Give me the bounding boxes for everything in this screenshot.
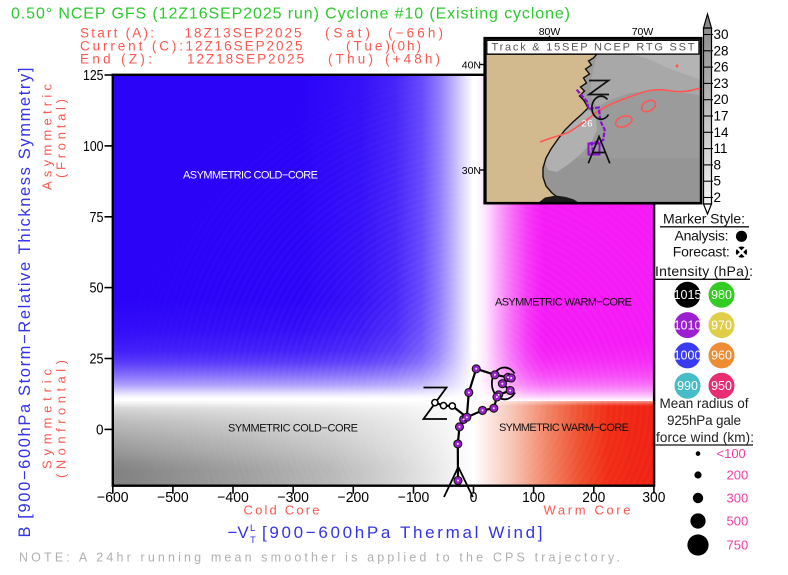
svg-text:Intensity (hPa):: Intensity (hPa):: [655, 263, 753, 279]
svg-text:200: 200: [582, 490, 605, 506]
svg-text:990: 990: [677, 379, 698, 393]
svg-text:12Z18SEP2025: 12Z18SEP2025: [187, 52, 304, 67]
svg-text:NOTE: A 24hr running mean smo: NOTE: A 24hr running mean smoother is ap…: [19, 551, 620, 565]
svg-text:Cold Core: Cold Core: [244, 503, 320, 518]
svg-text:T: T: [250, 535, 256, 546]
svg-text:−600: −600: [97, 490, 129, 506]
svg-text:30: 30: [714, 27, 729, 42]
svg-text:950: 950: [711, 379, 732, 393]
svg-text:(Nonfrontal): (Nonfrontal): [54, 360, 69, 478]
svg-text:−300: −300: [277, 490, 309, 506]
svg-text:23: 23: [714, 76, 729, 91]
svg-text:−400: −400: [217, 490, 249, 506]
svg-text:18Z13SEP2025: 18Z13SEP2025: [185, 26, 302, 41]
svg-text:(−66h): (−66h): [388, 26, 443, 41]
svg-text:(Frontal): (Frontal): [54, 99, 69, 178]
svg-text:200: 200: [727, 468, 749, 483]
svg-text:ASYMMETRIC WARM−CORE: ASYMMETRIC WARM−CORE: [495, 297, 632, 309]
svg-text:300: 300: [727, 491, 749, 506]
svg-text:1010: 1010: [674, 318, 702, 332]
svg-text:30N: 30N: [462, 165, 481, 177]
svg-text:SYMMETRIC COLD−CORE: SYMMETRIC COLD−CORE: [228, 423, 358, 435]
svg-text:25: 25: [90, 352, 104, 368]
svg-text:1000: 1000: [674, 349, 702, 363]
svg-text:Analysis:: Analysis:: [675, 228, 729, 244]
svg-text:−500: −500: [157, 490, 189, 506]
svg-text:0: 0: [470, 490, 478, 506]
svg-text:Symmetric: Symmetric: [40, 369, 55, 470]
svg-text:Marker Style:: Marker Style:: [663, 211, 745, 227]
svg-text:75: 75: [90, 210, 104, 226]
svg-text:Track & 15SEP NCEP RTG SST: Track & 15SEP NCEP RTG SST: [492, 42, 695, 54]
svg-text:80W: 80W: [539, 26, 561, 38]
svg-text:Asymmetric: Asymmetric: [40, 84, 55, 191]
svg-text:B [900−600hPa Storm−Relative T: B [900−600hPa Storm−Relative Thickness S…: [16, 68, 34, 538]
svg-text:force wind (km):: force wind (km):: [656, 430, 754, 445]
svg-text:750: 750: [727, 538, 749, 553]
svg-text:0.50° NCEP GFS (12Z16SEP2025 r: 0.50° NCEP GFS (12Z16SEP2025 run) Cyclon…: [11, 6, 570, 23]
svg-text:17: 17: [714, 109, 729, 124]
svg-text:ASYMMETRIC COLD−CORE: ASYMMETRIC COLD−CORE: [183, 170, 318, 182]
svg-text:50: 50: [90, 281, 104, 297]
svg-text:(+48h): (+48h): [385, 52, 440, 67]
svg-text:970: 970: [711, 318, 732, 332]
svg-text:SYMMETRIC WARM−CORE: SYMMETRIC WARM−CORE: [499, 422, 629, 434]
svg-text:980: 980: [711, 288, 732, 302]
svg-text:5: 5: [714, 174, 722, 189]
svg-text:2: 2: [714, 190, 722, 205]
svg-text:40N: 40N: [462, 60, 481, 72]
svg-text:(0h): (0h): [391, 39, 421, 54]
svg-text:70W: 70W: [632, 26, 654, 38]
svg-text:−200: −200: [338, 490, 370, 506]
svg-text:500: 500: [727, 514, 749, 529]
svg-text:26: 26: [582, 119, 593, 130]
svg-text:20: 20: [714, 92, 729, 107]
svg-text:[900−600hPa Thermal Wind]: [900−600hPa Thermal Wind]: [262, 523, 543, 542]
svg-text:(Tue): (Tue): [346, 39, 390, 54]
svg-text:100: 100: [522, 490, 545, 506]
svg-text:28: 28: [714, 43, 729, 58]
svg-text:Mean radius of: Mean radius of: [660, 396, 749, 411]
svg-text:(Sat): (Sat): [325, 26, 370, 41]
svg-text:Start (A):: Start (A):: [80, 26, 154, 41]
svg-text:<100: <100: [717, 446, 746, 461]
svg-text:1015: 1015: [674, 288, 702, 302]
svg-text:11: 11: [714, 141, 728, 156]
svg-text:−V: −V: [228, 523, 250, 542]
svg-text:Forecast:: Forecast:: [673, 243, 730, 259]
svg-text:End (Z):: End (Z):: [80, 52, 152, 67]
svg-text:960: 960: [711, 349, 732, 363]
svg-text:L: L: [250, 523, 255, 534]
svg-text:26: 26: [714, 60, 729, 75]
svg-text:100: 100: [83, 139, 104, 155]
svg-text:300: 300: [642, 490, 665, 506]
svg-text:0: 0: [96, 422, 104, 438]
svg-text:12Z16SEP2025: 12Z16SEP2025: [186, 39, 303, 54]
svg-text:8: 8: [714, 157, 722, 172]
svg-text:925hPa gale: 925hPa gale: [667, 413, 741, 428]
svg-text:−100: −100: [398, 490, 430, 506]
svg-text:(Thu): (Thu): [328, 52, 373, 67]
svg-text:125: 125: [83, 68, 104, 84]
svg-text:14: 14: [714, 125, 730, 140]
